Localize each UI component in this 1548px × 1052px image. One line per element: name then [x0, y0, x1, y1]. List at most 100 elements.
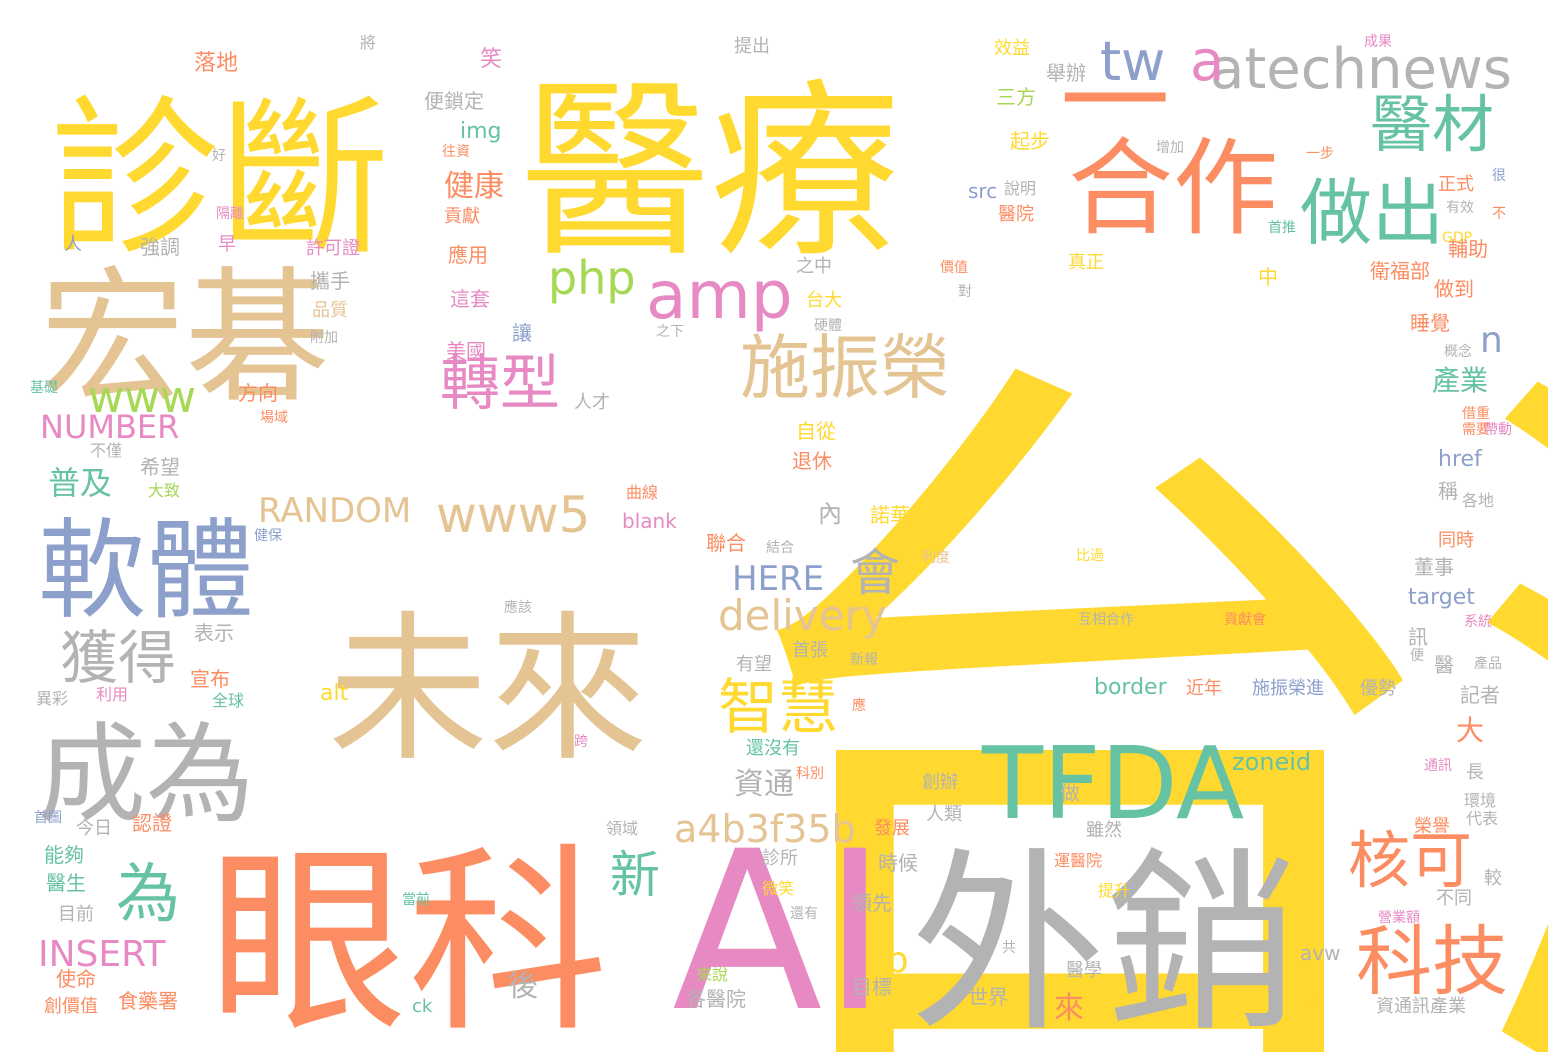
cloud-word: 人才 — [574, 392, 610, 413]
cloud-word: 目前 — [58, 904, 94, 925]
cloud-word: 做到 — [1434, 277, 1474, 301]
cloud-word: 今日 — [76, 818, 112, 839]
cloud-word: 之下 — [656, 324, 684, 340]
cloud-word: 退休 — [792, 449, 832, 473]
cloud-word: 衛福部 — [1370, 259, 1430, 283]
cloud-word: 諾華 — [870, 503, 910, 527]
cloud-word: 目標 — [852, 975, 892, 999]
cloud-word: tw — [1100, 30, 1165, 93]
cloud-word: 隔離 — [216, 205, 244, 222]
cloud-word: 創辦 — [922, 772, 958, 793]
cloud-word: 台灣 — [700, 306, 1548, 1052]
cloud-word: 新報 — [850, 652, 878, 668]
cloud-word: 跨 — [574, 734, 588, 750]
cloud-word: cb — [866, 940, 909, 981]
cloud-word: 結合 — [766, 540, 794, 556]
cloud-word: 使命 — [56, 967, 96, 991]
cloud-word: 首張 — [792, 640, 828, 661]
cloud-word: 時候 — [878, 851, 918, 875]
cloud-word: 異彩 — [36, 689, 68, 708]
cloud-word: 較 — [1484, 868, 1502, 889]
cloud-word: 台大 — [806, 290, 842, 311]
cloud-word: 有效 — [1446, 200, 1474, 216]
cloud-word: 新 — [610, 846, 660, 904]
cloud-word: 當前 — [402, 891, 430, 908]
cloud-word: 榮譽 — [1414, 816, 1450, 837]
cloud-word: 普及 — [48, 464, 112, 502]
cloud-word: 大致 — [148, 481, 180, 500]
cloud-word: 雖然 — [1086, 820, 1122, 841]
cloud-word: 不 — [1492, 206, 1506, 222]
cloud-word: 聯合 — [706, 531, 746, 555]
cloud-word: 一 — [1060, 38, 1170, 166]
cloud-word: 於 — [1304, 991, 1324, 1015]
cloud-word: 醫院 — [998, 204, 1034, 225]
cloud-word: 便鎖定 — [424, 89, 484, 113]
cloud-word: 系統 — [1464, 614, 1492, 630]
cloud-word: 比過 — [1076, 548, 1104, 564]
cloud-word: 資通訊產業 — [1376, 996, 1466, 1017]
cloud-word: 提出 — [734, 36, 770, 57]
cloud-word: 輔助 — [1448, 237, 1488, 261]
cloud-word: 合作 — [1068, 128, 1278, 250]
cloud-word: img — [460, 119, 502, 144]
cloud-word: 營業額 — [1378, 910, 1420, 926]
cloud-word: 增加 — [1156, 140, 1184, 156]
cloud-word: 食藥署 — [118, 989, 178, 1013]
cloud-word: 需要 — [1462, 422, 1490, 438]
cloud-word: 成為 — [38, 713, 254, 838]
cloud-word: a — [1190, 29, 1224, 94]
cloud-word: 會 — [850, 544, 900, 602]
cloud-word: 還沒有 — [746, 738, 800, 759]
cloud-word: 睡覺 — [1410, 311, 1450, 335]
cloud-word: 醫生 — [46, 871, 86, 895]
cloud-word: 為 — [116, 858, 180, 932]
cloud-word: 早 — [218, 234, 236, 255]
cloud-word: blank — [622, 509, 677, 533]
cloud-word: 美國 — [446, 339, 486, 363]
cloud-word: amp — [646, 257, 793, 334]
cloud-word: 一步 — [1306, 146, 1334, 162]
cloud-word: 借重 — [1462, 406, 1490, 422]
cloud-word: 來 — [1054, 991, 1084, 1026]
cloud-word: 眼科 — [208, 827, 608, 1052]
cloud-word: 外銷 — [910, 831, 1300, 1052]
cloud-word: 硬體 — [814, 318, 842, 334]
cloud-word: 首推 — [1268, 220, 1296, 236]
cloud-word: 施振榮進 — [1252, 678, 1324, 699]
cloud-word: 宏碁 — [40, 254, 330, 423]
cloud-word: 長 — [1466, 762, 1484, 783]
cloud-word: 資通 — [734, 767, 794, 802]
cloud-word: HERE — [732, 559, 824, 599]
cloud-word: delivery — [718, 591, 887, 640]
cloud-word: 成果 — [1364, 34, 1392, 50]
cloud-word: zoneid — [1232, 748, 1311, 776]
cloud-word: 稱 — [1438, 479, 1458, 503]
cloud-word: 不僅 — [90, 441, 122, 460]
cloud-word: 應該 — [504, 599, 532, 616]
cloud-word: 中 — [1258, 265, 1278, 289]
cloud-word: 笑 — [480, 47, 502, 72]
cloud-word: 三方 — [996, 85, 1036, 109]
cloud-word: 訊 — [1408, 625, 1428, 649]
cloud-word: NUMBER — [40, 408, 179, 446]
cloud-word: 微笑 — [762, 879, 794, 898]
cloud-word: 基礎 — [30, 379, 58, 396]
cloud-word: 世界 — [968, 985, 1008, 1009]
cloud-word: 健保 — [254, 528, 282, 544]
cloud-word: INSERT — [38, 934, 167, 975]
cloud-word: 有望 — [736, 654, 772, 675]
cloud-word: 貢獻 — [444, 206, 480, 227]
cloud-word: 應 — [852, 697, 866, 714]
cloud-word: 首圖 — [34, 810, 62, 826]
cloud-word: 健康 — [444, 169, 504, 204]
cloud-word: 做出 — [1300, 171, 1444, 255]
cloud-word: 發展 — [874, 818, 910, 839]
cloud-word: 全球 — [212, 691, 244, 710]
cloud-word: 希望 — [140, 455, 180, 479]
cloud-word: 將 — [360, 33, 376, 52]
cloud-word: 醫學 — [1066, 960, 1102, 981]
cloud-word: 品質 — [312, 300, 348, 321]
cloud-word: 近年 — [1186, 678, 1222, 699]
